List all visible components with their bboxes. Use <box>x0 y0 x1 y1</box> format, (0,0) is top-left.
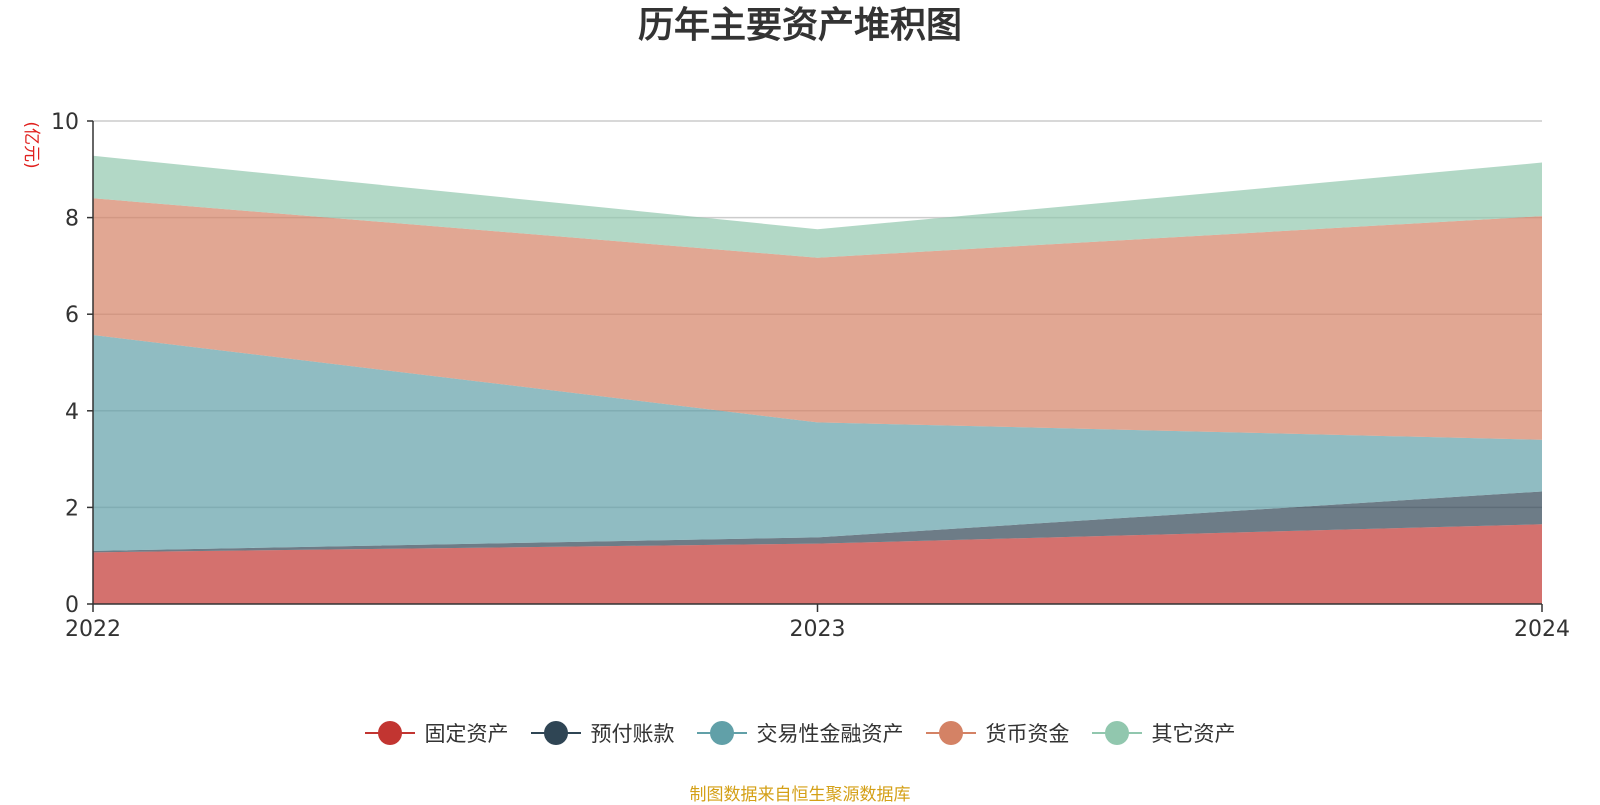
legend-marker-dot <box>709 721 734 745</box>
legend-marker <box>696 720 747 746</box>
legend-label: 其它资产 <box>1151 722 1236 746</box>
area-series-4 <box>93 155 1542 258</box>
legend-label: 货币资金 <box>985 722 1070 746</box>
legend-label: 交易性金融资产 <box>756 722 904 746</box>
legend-item-0[interactable]: 固定资产 <box>364 718 509 748</box>
y-axis-label: (亿元) <box>21 121 41 168</box>
area-series-0 <box>93 524 1542 604</box>
legend-marker <box>1091 720 1142 746</box>
legend-item-1[interactable]: 预付账款 <box>530 718 675 748</box>
legend-marker-dot <box>1104 721 1129 745</box>
area-series-3 <box>93 198 1542 440</box>
legend-marker-dot <box>543 721 568 745</box>
legend-marker <box>364 720 415 746</box>
x-tick-label-0: 2022 <box>65 617 121 642</box>
source-note: 制图数据来自恒生聚源数据库 <box>689 785 911 805</box>
x-tick-label-1: 2023 <box>790 617 846 642</box>
legend-marker-dot <box>938 721 963 745</box>
x-tick-label-2: 2024 <box>1514 617 1570 642</box>
legend-item-4[interactable]: 其它资产 <box>1091 718 1236 748</box>
legend-marker <box>925 720 976 746</box>
legend-item-3[interactable]: 货币资金 <box>925 718 1070 748</box>
y-tick-label-2: 4 <box>65 400 79 425</box>
y-tick-label-4: 8 <box>65 207 79 232</box>
y-tick-label-5: 10 <box>51 110 79 135</box>
legend-marker <box>530 720 581 746</box>
legend-marker-dot <box>377 721 402 745</box>
area-series-2 <box>93 334 1542 551</box>
legend-item-2[interactable]: 交易性金融资产 <box>696 718 904 748</box>
chart-title: 历年主要资产堆积图 <box>637 5 962 46</box>
area-series-1 <box>93 491 1542 553</box>
legend-label: 预付账款 <box>590 722 675 746</box>
y-tick-label-3: 6 <box>65 303 79 328</box>
legend-label: 固定资产 <box>424 722 509 746</box>
y-tick-label-1: 2 <box>65 496 79 521</box>
y-tick-label-0: 0 <box>65 593 79 618</box>
legend: 固定资产 预付账款 交易性金融资产 货币资金 其它资产 <box>0 718 1600 748</box>
